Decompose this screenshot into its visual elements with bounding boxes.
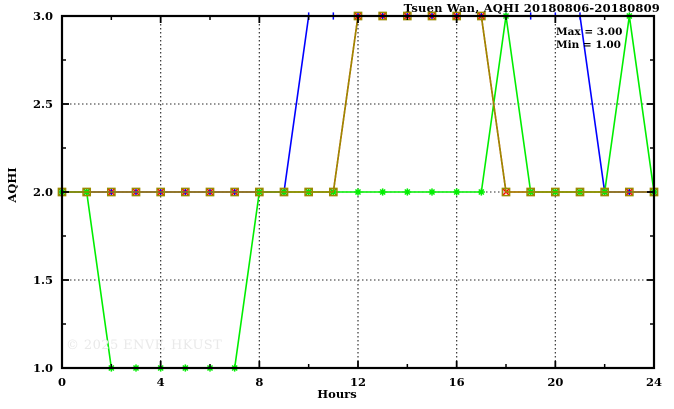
axis-tick-labels: 1.0 1.5 2.0 2.5 3.0 0 4 8 12 16 20 24	[33, 9, 662, 389]
marker-square	[550, 187, 560, 197]
data-point-marker	[328, 187, 338, 197]
chart-title: Tsuen Wan, AQHI 20180806-20180809	[403, 1, 660, 15]
x-tick-label: 16	[449, 375, 465, 389]
x-tick-label: 24	[646, 375, 662, 389]
marker-square	[575, 187, 585, 197]
legend-box: Max = 3.00 Min = 1.00	[556, 26, 622, 52]
data-point-marker	[279, 187, 289, 197]
marker-stroke	[428, 188, 436, 196]
data-point-marker	[428, 188, 436, 196]
marker-square	[205, 187, 215, 197]
data-point-marker	[354, 188, 362, 196]
x-tick-label: 0	[58, 375, 66, 389]
data-point-marker	[526, 187, 536, 197]
data-point-marker	[550, 187, 560, 197]
marker-square	[156, 187, 166, 197]
data-point-marker	[477, 188, 485, 196]
data-point-marker	[379, 188, 387, 196]
data-point-marker	[624, 187, 634, 197]
marker-square	[254, 187, 264, 197]
data-series-group	[57, 11, 659, 372]
data-point-marker	[453, 188, 461, 196]
data-point-marker	[403, 188, 411, 196]
data-point-marker	[600, 187, 610, 197]
data-point-marker	[304, 187, 314, 197]
marker-square	[328, 187, 338, 197]
data-point-marker	[82, 187, 92, 197]
data-point-marker	[501, 187, 511, 197]
marker-square	[624, 187, 634, 197]
x-axis-label: Hours	[317, 387, 357, 401]
legend-min-label: Min = 1.00	[556, 39, 621, 51]
data-point-marker	[156, 187, 166, 197]
data-point-marker	[106, 187, 116, 197]
marker-stroke	[453, 188, 460, 196]
y-tick-label: 3.0	[33, 9, 53, 23]
marker-square	[106, 187, 116, 197]
data-point-marker	[230, 187, 240, 197]
y-axis-label: AQHI	[5, 167, 19, 203]
data-point-marker	[575, 187, 585, 197]
data-point-marker	[254, 187, 264, 197]
marker-square	[82, 187, 92, 197]
marker-square	[600, 187, 610, 197]
data-point-marker	[180, 187, 190, 197]
y-tick-label: 1.0	[33, 361, 53, 375]
marker-square	[526, 187, 536, 197]
y-tick-label: 2.0	[33, 185, 53, 199]
marker-stroke	[354, 188, 362, 196]
x-tick-label: 4	[157, 375, 165, 389]
x-tick-label: 8	[255, 375, 263, 389]
marker-square	[304, 187, 314, 197]
marker-square	[279, 187, 289, 197]
marker-square	[180, 187, 190, 197]
data-point-marker	[131, 187, 141, 197]
data-point-marker	[205, 187, 215, 197]
axis-ticks	[61, 15, 655, 369]
marker-stroke	[478, 188, 485, 196]
y-tick-label: 2.5	[33, 97, 53, 111]
marker-square	[501, 187, 511, 197]
x-tick-label: 12	[350, 375, 366, 389]
marker-square	[230, 187, 240, 197]
y-tick-label: 1.5	[33, 273, 53, 287]
legend-max-label: Max = 3.00	[556, 26, 623, 38]
x-tick-label: 20	[547, 375, 563, 389]
marker-stroke	[404, 188, 411, 196]
marker-stroke	[379, 188, 386, 196]
marker-square	[131, 187, 141, 197]
